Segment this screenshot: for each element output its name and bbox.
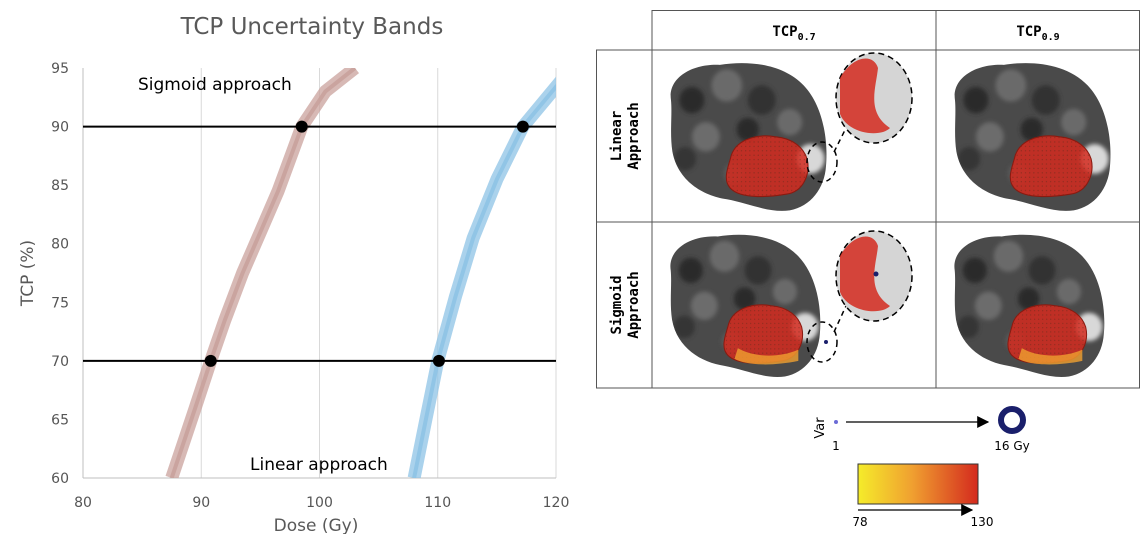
var-min-label: 1 xyxy=(832,439,840,453)
y-tick-label: 65 xyxy=(51,412,69,428)
zoom-region xyxy=(806,141,838,183)
brain-map xyxy=(954,235,1104,377)
dose-min-label: 78 xyxy=(852,515,867,529)
y-tick-label: 90 xyxy=(51,120,69,136)
brain-map xyxy=(670,235,820,377)
x-axis-title: Dose (Gy) xyxy=(274,516,359,534)
dose-region-low xyxy=(734,348,799,365)
dose-region-texture xyxy=(723,304,803,364)
intersection-point xyxy=(516,120,529,133)
x-tick-label: 80 xyxy=(74,495,92,511)
brain-map xyxy=(955,63,1111,211)
intersection-point xyxy=(295,120,308,133)
var-min-circle xyxy=(834,420,838,424)
intersection-point xyxy=(432,354,445,367)
dose-region-texture xyxy=(1007,304,1087,364)
y-tick-label: 70 xyxy=(51,354,69,370)
uncertainty-band xyxy=(165,68,360,478)
series-line xyxy=(169,68,357,478)
var-max-label: 16 Gy xyxy=(994,439,1029,453)
variance-marker xyxy=(824,340,828,344)
y-tick-label: 95 xyxy=(51,61,69,77)
var-max-circle xyxy=(998,406,1026,434)
annotation-linear: Linear approach xyxy=(250,455,388,475)
dose-max-label: 130 xyxy=(971,515,994,529)
intersection-point xyxy=(204,354,217,367)
dose-colorbar xyxy=(857,463,979,505)
dose-region-texture xyxy=(1010,135,1092,197)
zoom-dose-region xyxy=(840,236,890,312)
y-axis-title: TCP (%) xyxy=(18,240,38,307)
y-tick-label: 85 xyxy=(51,178,69,194)
y-tick-label: 75 xyxy=(51,295,69,311)
variance-marker xyxy=(873,271,879,277)
legend-panel: Var 1 16 Gy 78 130 xyxy=(813,406,1030,529)
tcp-chart: 60 65 70 75 80 85 90 95 80 90 100 110 120 TCP Uncerta… xyxy=(18,14,569,534)
zoom-region xyxy=(806,321,838,363)
row-header: SigmoidApproach xyxy=(609,271,642,338)
zoom-connector xyxy=(833,127,847,153)
uncertainty-band xyxy=(407,76,556,478)
chart-title: TCP Uncertainty Bands xyxy=(180,14,444,40)
dose-map-grid: TCP0.7 TCP0.9 LinearApproach SigmoidApproac… xyxy=(596,10,1140,389)
plot-area xyxy=(165,68,556,478)
chart-layer: 60 65 70 75 80 85 90 95 80 90 100 110 120 TCP Uncerta… xyxy=(18,14,569,534)
zoom-connector xyxy=(833,305,847,333)
grid-layer: TCP0.7 TCP0.9 LinearApproach SigmoidApproac… xyxy=(596,10,1140,389)
column-header: TCP0.9 xyxy=(1016,24,1059,43)
x-tick-label: 90 xyxy=(192,495,210,511)
series-line xyxy=(412,83,556,478)
zoom-dose-region xyxy=(840,58,890,134)
dose-region-texture xyxy=(726,135,808,197)
x-tick-label: 100 xyxy=(306,495,333,511)
annotation-sigmoid: Sigmoid approach xyxy=(138,75,292,95)
grid-corner xyxy=(596,10,652,50)
row-header: LinearApproach xyxy=(609,102,642,169)
brain-map xyxy=(671,63,827,211)
y-tick-label: 80 xyxy=(51,237,69,253)
column-header: TCP0.7 xyxy=(772,24,815,43)
x-tick-label: 120 xyxy=(543,495,570,511)
var-label: Var xyxy=(813,417,828,439)
y-tick-label: 60 xyxy=(51,471,69,487)
x-tick-label: 110 xyxy=(424,495,451,511)
dose-region-low xyxy=(1018,348,1083,365)
